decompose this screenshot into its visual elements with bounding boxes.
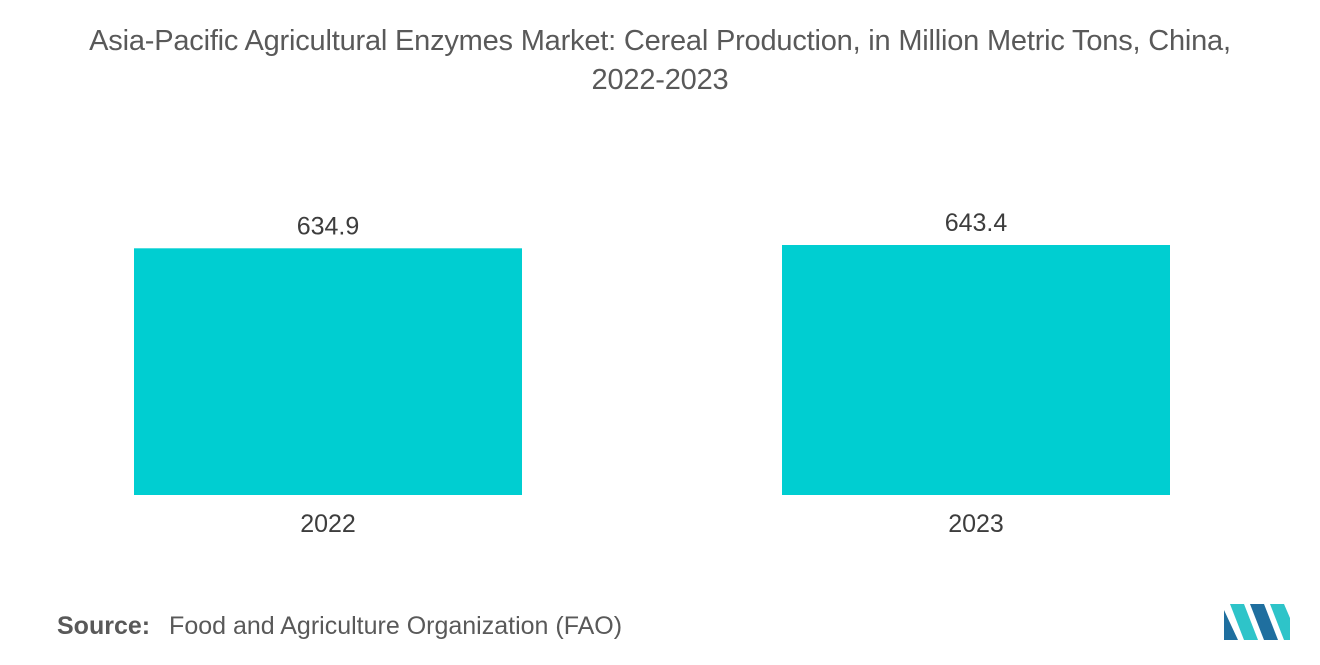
chart-title-line-1: Asia-Pacific Agricultural Enzymes Market… [89, 25, 1231, 57]
mordor-intelligence-logo-icon [1224, 604, 1290, 640]
bar-2023 [782, 245, 1170, 495]
bar-chart: 634.9 2022 643.4 2023 [134, 209, 1170, 538]
source-note: Source: Food and Agriculture Organizatio… [57, 612, 622, 641]
chart-title-line-2: 2022-2023 [591, 64, 729, 96]
chart-title: Asia-Pacific Agricultural Enzymes Market… [0, 22, 1320, 100]
x-tick-label-2022: 2022 [300, 510, 356, 538]
bar-2022 [134, 248, 522, 495]
source-text: Food and Agriculture Organization (FAO) [169, 612, 623, 640]
data-label-2023: 643.4 [945, 209, 1008, 237]
x-tick-label-2023: 2023 [948, 510, 1004, 538]
source-label: Source: [57, 612, 151, 640]
data-label-2022: 634.9 [297, 212, 360, 240]
